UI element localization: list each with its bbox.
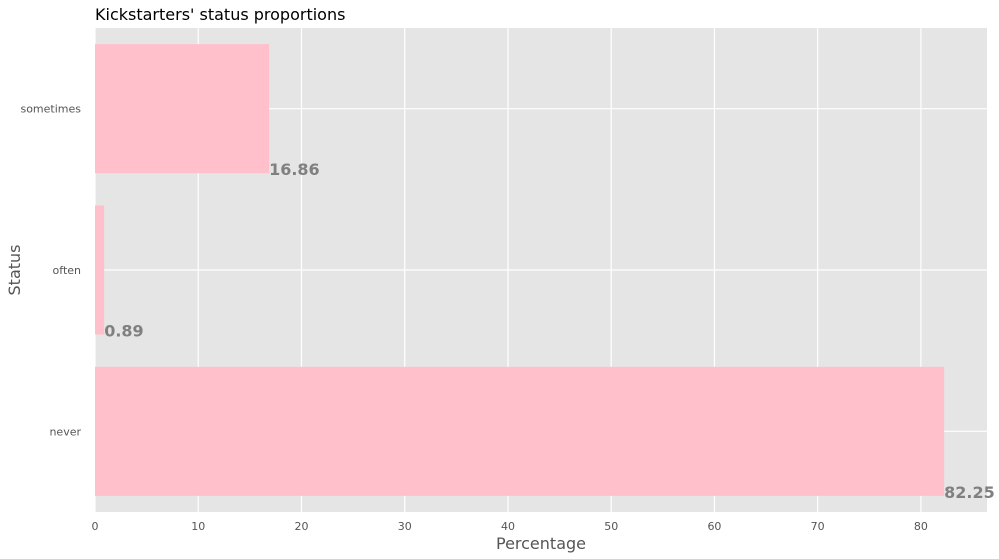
data-label-often: 0.89 [104,322,143,341]
bar-sometimes [95,44,270,174]
x-tick-label: 20 [294,520,308,533]
x-tick-label: 70 [811,520,825,533]
data-label-sometimes: 16.86 [269,160,320,179]
x-tick-label: 50 [604,520,618,533]
x-tick-label: 40 [501,520,515,533]
y-tick-label-often: often [53,264,81,277]
chart-title: Kickstarters' status proportions [95,5,345,24]
y-axis-label: Status [5,245,24,296]
data-labels: 82.25 0.89 16.86 [104,160,995,502]
bars [95,44,945,496]
bar-never [95,366,945,496]
x-tick-label: 30 [398,520,412,533]
x-tick-label: 10 [191,520,205,533]
x-tick-labels: 0 10 20 30 40 50 60 70 80 [92,520,928,533]
y-tick-label-never: never [49,425,81,438]
y-tick-labels: never often sometimes [20,103,81,439]
x-tick-label: 60 [707,520,721,533]
data-label-never: 82.25 [944,483,995,502]
x-tick-label: 80 [914,520,928,533]
x-tick-label: 0 [92,520,99,533]
bar-often [95,205,105,335]
y-tick-label-sometimes: sometimes [20,103,81,116]
x-axis-label: Percentage [496,534,586,553]
